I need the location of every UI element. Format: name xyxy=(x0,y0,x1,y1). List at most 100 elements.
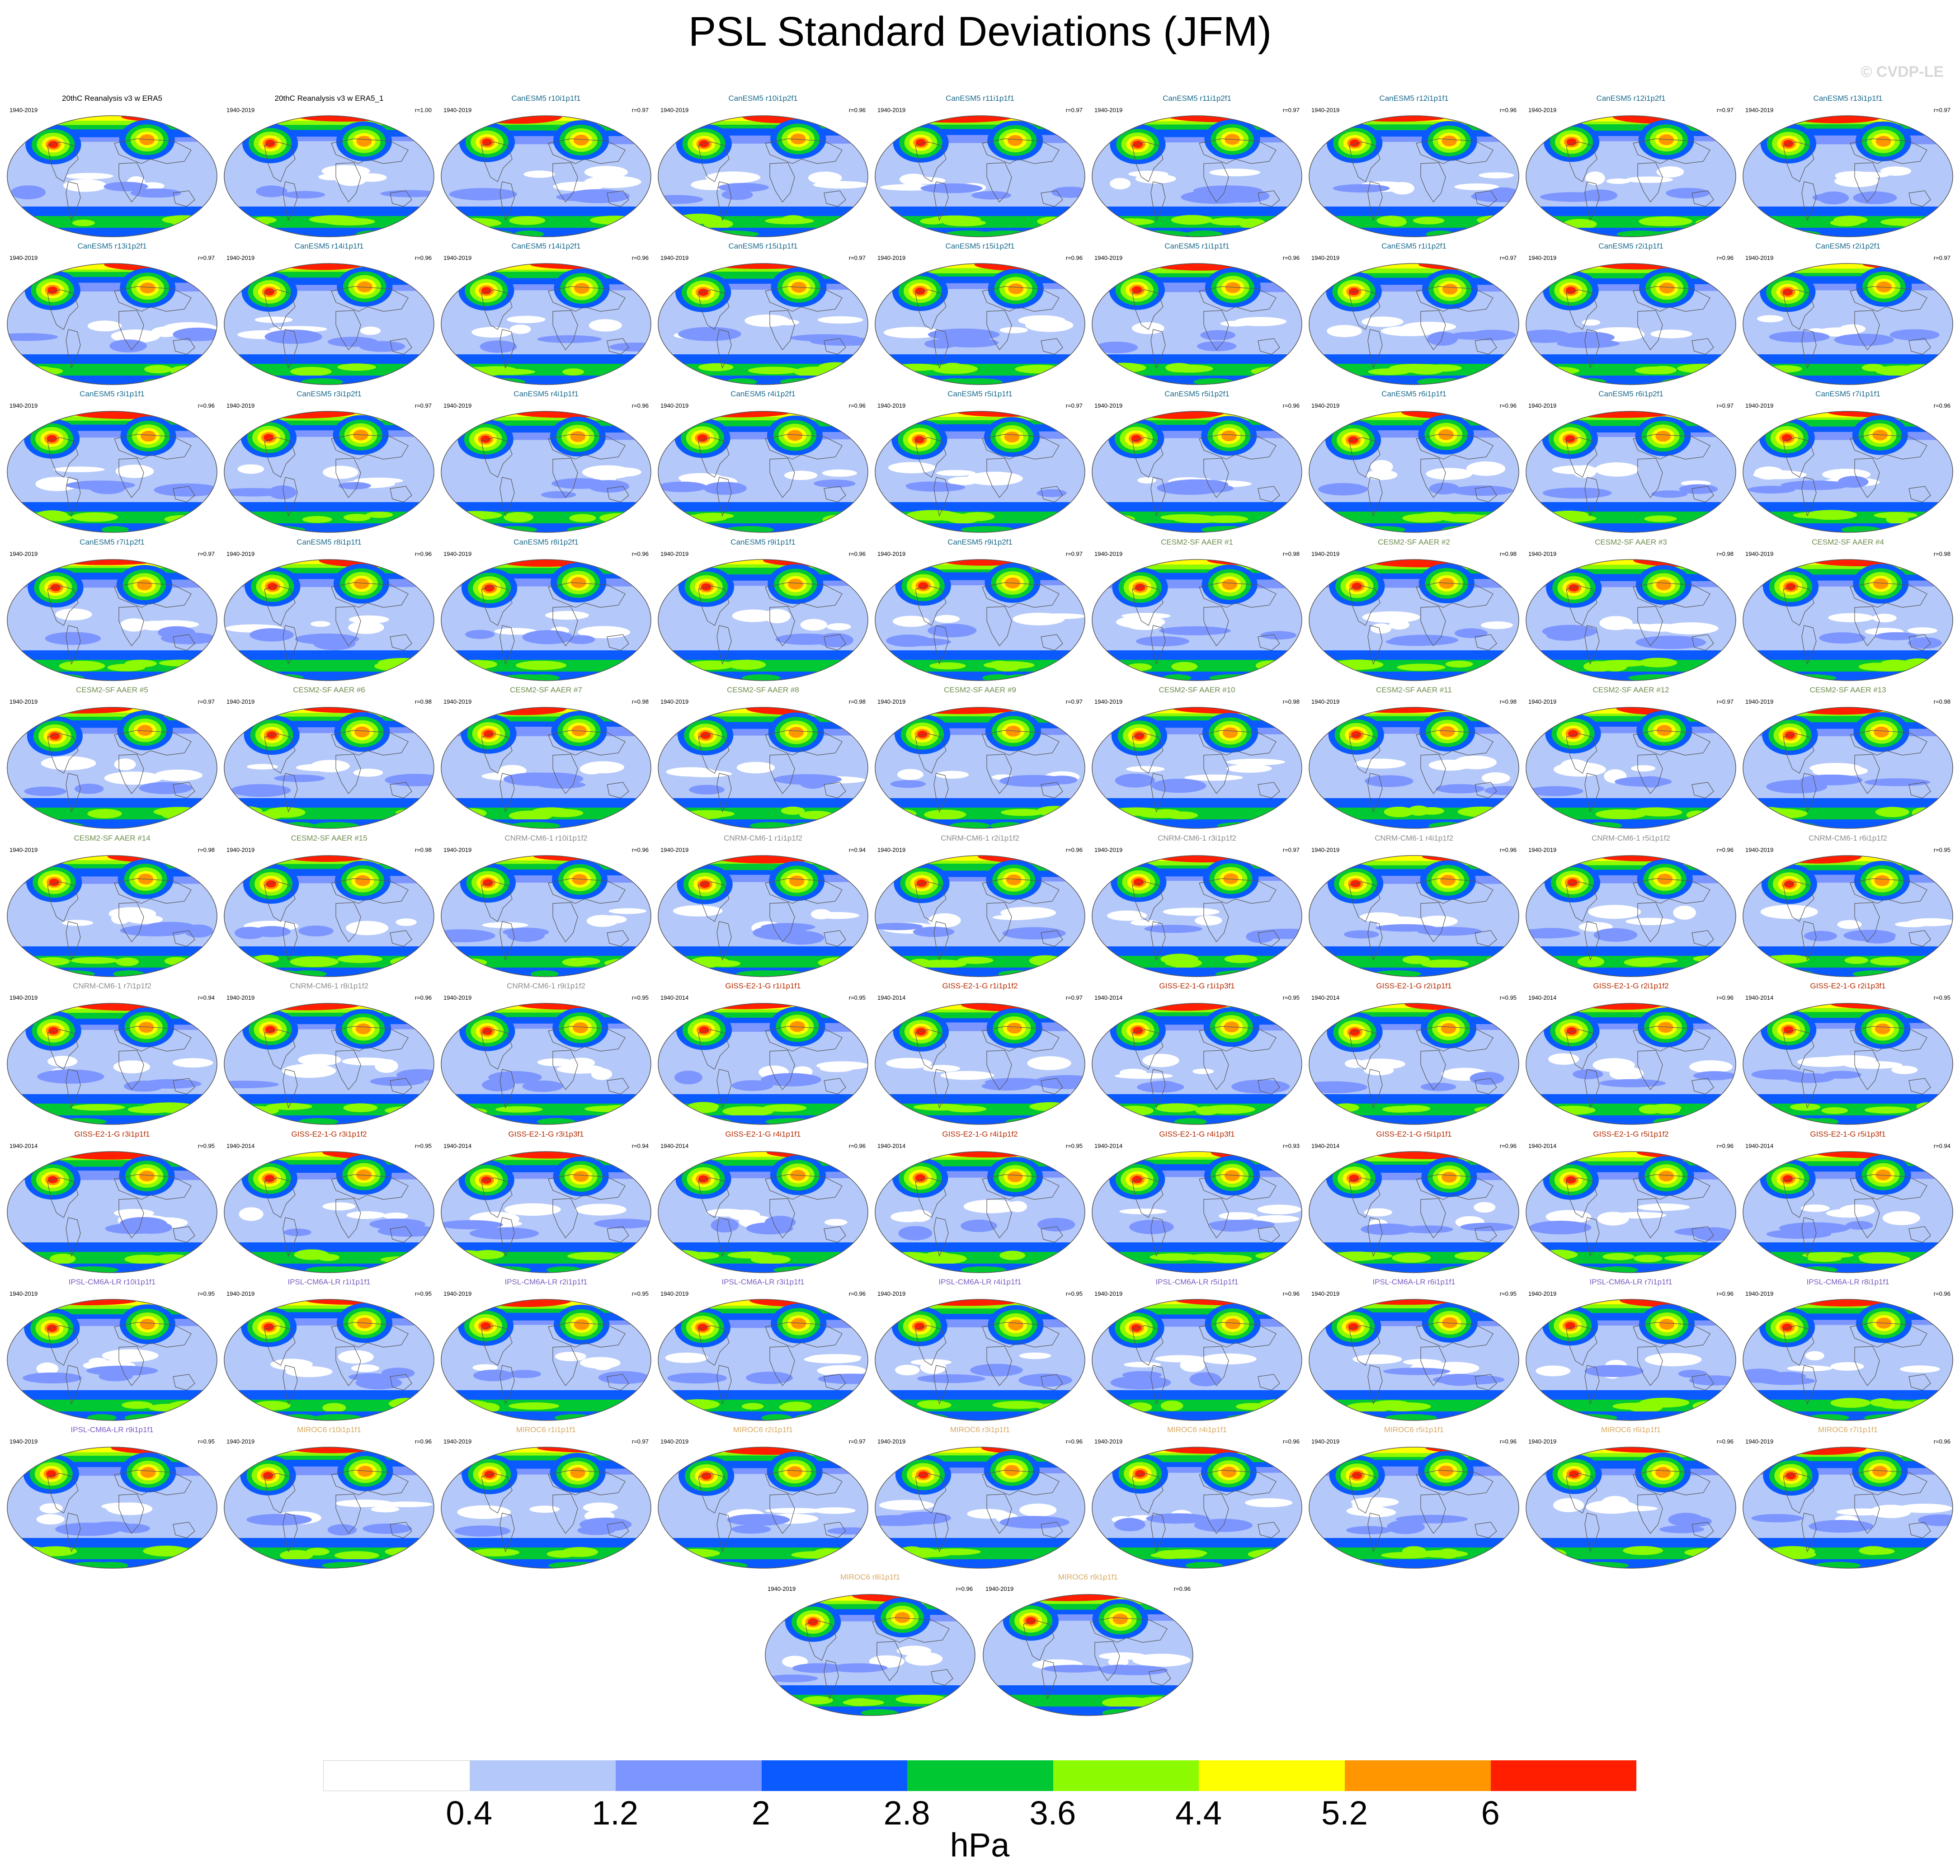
antarctic-max xyxy=(567,526,618,532)
coastline-3 xyxy=(1199,286,1277,312)
southern-ocean-max xyxy=(1865,663,1912,672)
low-variance-zone xyxy=(104,771,162,785)
low-variance-zone xyxy=(285,1366,333,1378)
coastline-4 xyxy=(1420,1198,1446,1239)
north-band-5 xyxy=(658,560,868,564)
panel-pattern-correlation: r=0.96 xyxy=(631,550,649,557)
coastline-2 xyxy=(66,181,81,221)
map-panel: CNRM-CM6-1 r10i1p1f2 1940-2019 r=0.96 xyxy=(440,834,652,978)
coastline-2 xyxy=(499,1069,515,1109)
southern-ocean-max xyxy=(989,660,1012,669)
antarctic-max xyxy=(1783,970,1814,977)
coastline-1 xyxy=(47,437,79,478)
antarctic-max xyxy=(1458,230,1508,237)
panel-years: 1940-2019 xyxy=(660,550,689,557)
moderate-variance-zone xyxy=(503,772,570,786)
southern-ocean-max xyxy=(1875,807,1909,818)
panel-pattern-correlation: r=0.97 xyxy=(848,1438,866,1445)
panel-pattern-correlation: r=0.97 xyxy=(1065,107,1083,113)
coastline-2 xyxy=(716,1217,732,1257)
southern-ocean-max xyxy=(710,960,741,967)
coastline-2 xyxy=(716,1069,732,1109)
panel-years: 1940-2019 xyxy=(1528,1290,1557,1297)
panel-years: 1940-2019 xyxy=(1528,402,1557,409)
panel-pattern-correlation: r=0.96 xyxy=(1716,994,1734,1001)
panel-years: 1940-2019 xyxy=(226,402,255,409)
map-panel: IPSL-CM6A-LR r10i1p1f1 1940-2019 r=0.95 xyxy=(6,1278,218,1422)
moderate-variance-zone xyxy=(1800,774,1863,785)
moderate-variance-zone xyxy=(522,1080,564,1092)
panel-pattern-correlation: r=0.97 xyxy=(1065,994,1083,1001)
globe-outline xyxy=(7,115,217,237)
panel-pattern-correlation: r=0.95 xyxy=(1065,1290,1083,1297)
coastline-3 xyxy=(765,1322,843,1348)
map-panel: CNRM-CM6-1 r4i1p1f2 1940-2019 r=0.96 xyxy=(1308,834,1520,978)
globe-outline xyxy=(441,263,651,385)
map-panel: CanESM5 r14i1p1f1 1940-2019 r=0.96 xyxy=(223,242,435,386)
southern-ocean-max xyxy=(385,1106,434,1115)
coastline-2 xyxy=(716,1365,732,1405)
southern-ocean-max xyxy=(727,660,756,667)
coastline-1 xyxy=(1783,1325,1814,1366)
southern-ocean-max xyxy=(1150,1552,1204,1559)
antarctic-max xyxy=(1682,526,1710,532)
moderate-variance-zone xyxy=(1361,1223,1414,1235)
coastline-3 xyxy=(765,1470,843,1495)
north-atlantic-max-level-5 xyxy=(1007,1022,1022,1034)
map-panel: CanESM5 r13i1p2f1 1940-2019 r=0.97 xyxy=(6,242,218,386)
low-variance-zone xyxy=(1837,920,1862,929)
panel-pattern-correlation: r=0.96 xyxy=(631,402,649,409)
panel-years: 1940-2014 xyxy=(443,1143,472,1149)
panel-title: CanESM5 r6i1p2f1 xyxy=(1598,390,1663,398)
southern-ocean-max xyxy=(290,367,332,376)
coastline-2 xyxy=(1367,181,1383,221)
panel-years: 1940-2019 xyxy=(877,254,906,261)
moderate-variance-zone xyxy=(1860,931,1895,944)
antarctic-max xyxy=(1340,1414,1372,1420)
globe-outline xyxy=(658,1003,868,1125)
panel-title: CanESM5 r8i1p1f1 xyxy=(297,538,362,546)
moderate-variance-zone xyxy=(139,782,193,795)
low-variance-zone xyxy=(1900,1365,1940,1373)
low-variance-zone xyxy=(1656,166,1684,178)
coastline-3 xyxy=(548,1174,626,1200)
panel-title: GISS-E2-1-G r5i1p3f1 xyxy=(1810,1130,1886,1138)
map-panel: CanESM5 r5i1p1f1 1940-2019 r=0.97 xyxy=(874,390,1086,534)
globe-outline xyxy=(875,1299,1085,1421)
antarctic-max xyxy=(603,1414,636,1420)
map-panel: GISS-E2-1-G r5i1p1f2 1940-2014 r=0.96 xyxy=(1525,1130,1737,1274)
low-variance-zone xyxy=(888,462,936,474)
panel-title: MIROC6 r3i1p1f1 xyxy=(950,1425,1010,1434)
antarctic-max xyxy=(1535,822,1571,828)
low-variance-zone xyxy=(360,326,381,335)
north-pacific-max-level-6 xyxy=(1135,583,1145,591)
moderate-variance-zone xyxy=(674,1071,702,1085)
antarctic-max xyxy=(154,822,203,828)
low-variance-zone xyxy=(529,1505,560,1513)
coastline-4 xyxy=(335,902,361,943)
coastline-1 xyxy=(698,733,730,774)
north-atlantic-max-level-5 xyxy=(1876,281,1892,292)
globe-outline xyxy=(658,411,868,533)
low-variance-zone xyxy=(1132,1654,1191,1667)
coastline-3 xyxy=(765,1026,843,1052)
map-panel: CNRM-CM6-1 r2i1p1f2 1940-2019 r=0.96 xyxy=(874,834,1086,978)
psl-stddev-map xyxy=(875,1447,1085,1569)
globe-outline xyxy=(1309,855,1519,977)
moderate-variance-zone xyxy=(1343,930,1379,939)
coastline-1 xyxy=(915,585,947,626)
panel-years: 1940-2019 xyxy=(1528,846,1557,853)
southern-ocean-max xyxy=(1770,1546,1815,1556)
coastline-2 xyxy=(1584,773,1600,813)
coastline-1 xyxy=(1566,289,1597,330)
panel-title: GISS-E2-1-G r4i1p3f1 xyxy=(1159,1130,1235,1138)
moderate-variance-zone xyxy=(1889,329,1940,341)
colorbar-swatch xyxy=(1344,1760,1491,1791)
panel-years: 1940-2019 xyxy=(1311,254,1340,261)
psl-stddev-map xyxy=(1526,411,1736,533)
southern-ocean-max xyxy=(1382,1106,1418,1113)
psl-stddev-map xyxy=(441,115,651,237)
panel-years: 1940-2014 xyxy=(1094,1143,1123,1149)
coastline-1 xyxy=(264,289,296,330)
coastline-3 xyxy=(331,878,409,904)
